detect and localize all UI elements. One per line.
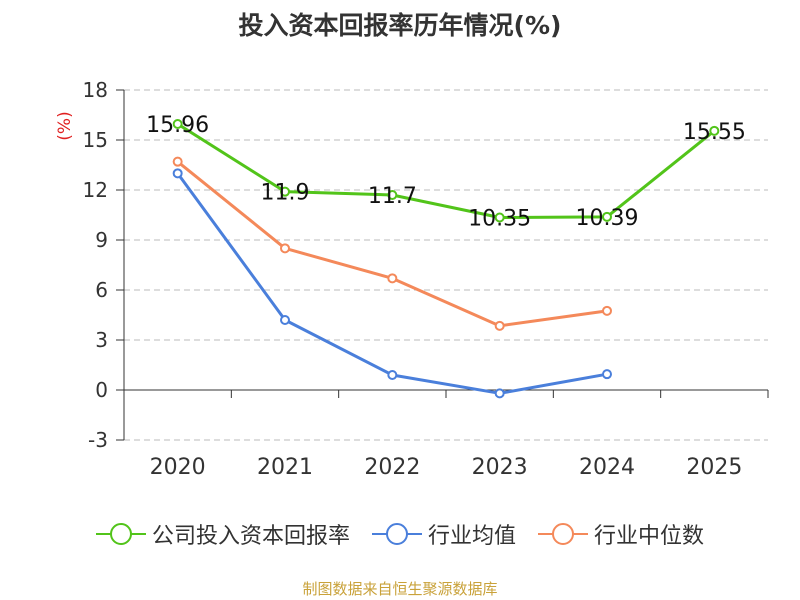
- legend-marker-green-icon: [95, 523, 146, 545]
- data-point: [280, 243, 290, 254]
- x-tick-label: 2020: [150, 455, 206, 480]
- x-tick-label: 2023: [472, 455, 528, 480]
- legend-item-industry-median[interactable]: 行业中位数: [538, 518, 704, 550]
- x-tick-label: 2022: [364, 455, 420, 480]
- data-point: [172, 168, 183, 179]
- y-tick-label: 0: [95, 378, 108, 402]
- tick-labels: -3 0 3 6 9 12 15 18 2020 2021 2022 2023 2024 2025: [83, 78, 743, 480]
- legend-marker-orange-icon: [538, 523, 588, 545]
- data-label: 11.9: [261, 181, 310, 206]
- data-label: 15.96: [146, 113, 209, 138]
- y-tick-label: 15: [83, 128, 108, 152]
- data-point: [387, 190, 398, 200]
- legend-label: 行业中位数: [594, 524, 705, 549]
- data-point: [602, 211, 612, 222]
- data-label: 11.7: [368, 184, 417, 209]
- legend-marker-blue-icon: [371, 523, 422, 545]
- y-tick-label: 6: [95, 278, 108, 302]
- legend-item-industry-mean[interactable]: 行业均值: [371, 518, 516, 550]
- series-line-0: [176, 122, 716, 219]
- data-point: [709, 125, 720, 136]
- data-source: 制图数据来自恒生聚源数据库: [302, 580, 498, 598]
- data-point: [172, 119, 183, 129]
- y-axis-label: (%): [55, 111, 75, 140]
- data-point: [602, 369, 612, 380]
- y-tick-label: 9: [95, 228, 108, 252]
- series-lines: [176, 122, 716, 395]
- data-point: [494, 212, 505, 223]
- y-tick-label: 18: [83, 78, 108, 102]
- x-tick-label: 2025: [686, 455, 742, 480]
- series-points: [172, 119, 720, 399]
- data-point: [494, 320, 505, 331]
- data-label: 10.35: [468, 207, 531, 232]
- legend: 公司投入资本回报率 行业均值 行业中位数: [0, 518, 800, 550]
- legend-label: 公司投入资本回报率: [151, 524, 350, 549]
- axes: [116, 89, 769, 441]
- data-label: 15.55: [683, 120, 746, 145]
- data-point: [387, 370, 398, 380]
- data-point: [172, 156, 183, 167]
- data-point: [280, 186, 290, 197]
- legend-item-company-roic[interactable]: 公司投入资本回报率: [95, 518, 350, 550]
- y-tick-label: -3: [88, 428, 108, 452]
- data-point: [387, 273, 398, 284]
- y-tick-label: 12: [83, 178, 108, 202]
- grid-lines: [124, 89, 768, 441]
- data-label: 10.39: [576, 206, 639, 231]
- x-tick-label: 2024: [579, 455, 635, 480]
- data-point: [494, 388, 505, 399]
- data-labels: 15.96 11.9 11.7 10.35 10.39 15.55: [146, 113, 746, 232]
- chart-title: 投入资本回报率历年情况(%): [238, 11, 562, 40]
- data-point: [602, 305, 612, 316]
- y-tick-label: 3: [95, 328, 108, 352]
- data-point: [280, 315, 290, 325]
- legend-label: 行业均值: [427, 524, 516, 549]
- x-tick-label: 2021: [257, 455, 313, 480]
